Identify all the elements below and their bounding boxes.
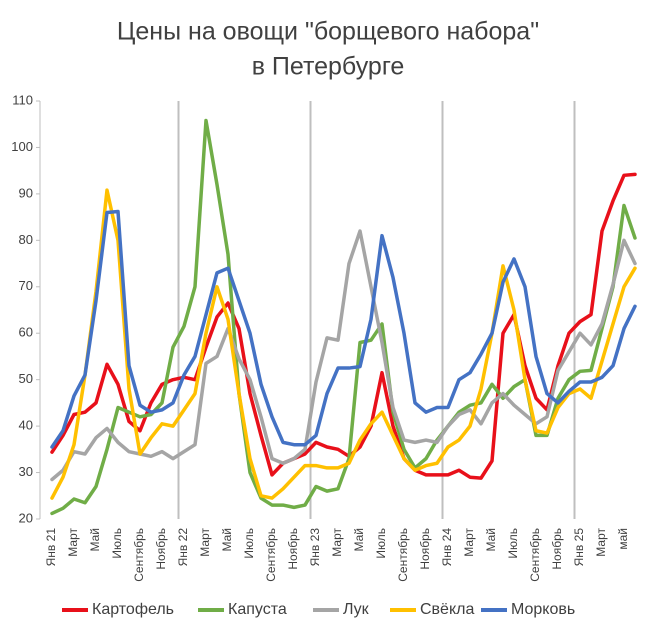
x-tick-label: Июль xyxy=(242,528,256,559)
x-tick-label: Янв 24 xyxy=(440,528,454,567)
x-tick-label: Сентябрь xyxy=(528,528,542,582)
series-line xyxy=(50,188,637,500)
chart-title: в Петербурге xyxy=(252,53,405,81)
y-tick-label: 40 xyxy=(19,418,33,433)
y-tick-label: 20 xyxy=(19,510,33,525)
x-tick-label: Ноябрь xyxy=(154,528,168,570)
x-tick-label: Июль xyxy=(506,528,520,559)
y-tick-label: 30 xyxy=(19,464,33,479)
legend-label: Картофель xyxy=(92,601,174,618)
y-tick-label: 110 xyxy=(12,92,33,107)
x-tick-label: Сентябрь xyxy=(132,528,146,582)
x-tick-label: Май xyxy=(88,528,102,552)
legend-label: Морковь xyxy=(511,601,575,618)
x-tick-label: Март xyxy=(594,528,608,557)
x-tick-label: Июль xyxy=(374,528,388,559)
x-tick-label: Март xyxy=(330,528,344,557)
x-tick-label: Ноябрь xyxy=(550,528,564,570)
x-tick-label: май xyxy=(616,528,630,550)
y-tick-label: 90 xyxy=(19,185,33,200)
x-tick-label: Янв 25 xyxy=(572,528,586,567)
x-tick-label: Июль xyxy=(110,528,124,559)
x-tick-label: Янв 23 xyxy=(308,528,322,567)
y-tick-label: 80 xyxy=(19,232,33,247)
legend-label: Капуста xyxy=(228,601,287,618)
x-tick-label: Ноябрь xyxy=(286,528,300,570)
x-tick-label: Март xyxy=(198,528,212,557)
y-tick-label: 100 xyxy=(11,139,33,154)
x-tick-label: Март xyxy=(66,528,80,557)
x-tick-label: Ноябрь xyxy=(418,528,432,570)
series-line xyxy=(50,118,637,516)
y-tick-label: 60 xyxy=(19,325,33,340)
x-tick-label: Март xyxy=(462,528,476,557)
x-tick-label: Сентябрь xyxy=(396,528,410,582)
series-line xyxy=(50,229,637,482)
y-tick-label: 70 xyxy=(19,278,33,293)
series-line xyxy=(50,209,637,449)
x-tick-label: Сентябрь xyxy=(264,528,278,582)
legend-label: Свёкла xyxy=(420,601,474,618)
legend-label: Лук xyxy=(343,601,370,618)
x-tick-label: Май xyxy=(352,528,366,552)
x-tick-label: Май xyxy=(220,528,234,552)
series-line xyxy=(50,172,637,480)
x-tick-label: Май xyxy=(484,528,498,552)
chart-title: Цены на овощи "борщевого набора" xyxy=(117,18,539,46)
y-tick-label: 50 xyxy=(19,371,33,386)
x-tick-label: Янв 22 xyxy=(176,528,190,567)
x-tick-label: Янв 21 xyxy=(44,528,58,567)
